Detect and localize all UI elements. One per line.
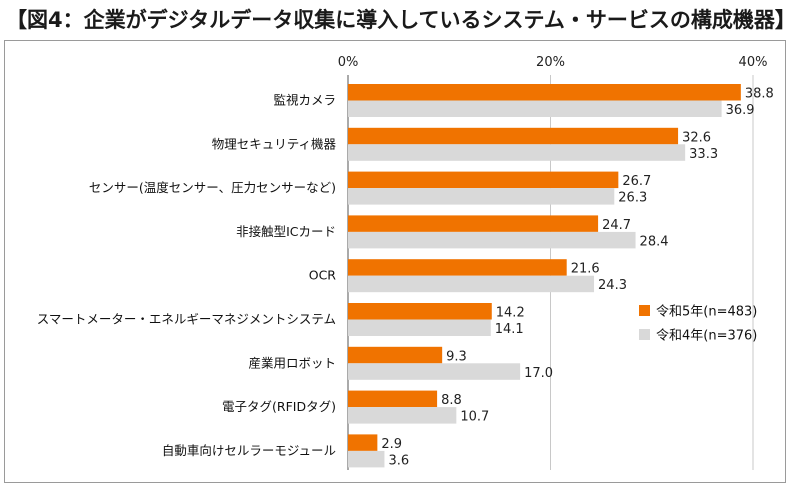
bar-r4 — [348, 407, 457, 424]
value-label: 14.2 — [496, 306, 525, 321]
bar-r5 — [348, 84, 741, 101]
value-label: 28.4 — [640, 234, 669, 249]
category-label: 非接触型ICカード — [236, 224, 336, 239]
bar-r4 — [348, 363, 521, 380]
value-label: 17.0 — [524, 366, 553, 381]
value-label: 3.6 — [388, 453, 409, 468]
bar-r4 — [348, 188, 615, 205]
bar-r5 — [348, 127, 679, 145]
value-label: 8.8 — [441, 393, 462, 408]
category-label: 電子タグ(RFIDタグ) — [222, 399, 336, 414]
bar-r5 — [348, 346, 443, 364]
value-label: 38.8 — [745, 87, 774, 102]
value-label: 26.7 — [622, 174, 651, 189]
value-label: 26.3 — [618, 191, 647, 206]
value-label: 33.3 — [689, 147, 718, 162]
bar-r5 — [348, 390, 438, 408]
legend-label: 令和5年(n=483) — [656, 305, 757, 320]
x-tick-label: 40% — [739, 55, 768, 70]
value-label: 21.6 — [571, 262, 600, 277]
category-label: 産業用ロボット — [248, 355, 336, 370]
legend-swatch — [639, 329, 650, 340]
value-label: 24.3 — [598, 278, 627, 293]
value-label: 36.9 — [726, 103, 755, 118]
bar-r4 — [348, 231, 636, 249]
category-label: 監視カメラ — [273, 93, 336, 108]
bar-r5 — [348, 171, 619, 189]
bar-r4 — [348, 319, 491, 336]
bar-r5 — [348, 215, 599, 232]
x-tick-label: 20% — [536, 55, 565, 70]
legend-swatch — [639, 305, 650, 316]
bar-r4 — [348, 144, 686, 161]
bar-r4 — [348, 450, 385, 468]
chart-frame — [4, 40, 786, 483]
bar-r5 — [348, 303, 492, 320]
bar-r4 — [348, 100, 722, 117]
value-label: 14.1 — [495, 322, 524, 337]
value-label: 32.6 — [682, 130, 711, 145]
bar-r5 — [348, 259, 567, 276]
value-label: 10.7 — [460, 410, 489, 425]
legend-label: 令和4年(n=376) — [656, 329, 757, 344]
value-label: 2.9 — [381, 437, 402, 452]
category-label: 自動車向けセルラーモジュール — [162, 443, 336, 458]
category-label: OCR — [309, 268, 337, 283]
category-label: スマートメーター・エネルギーマネジメントシステム — [37, 312, 336, 327]
chart-title: 【図4：企業がデジタルデータ収集に導入しているシステム・サービスの構成機器】 — [6, 8, 790, 32]
bar-r5 — [348, 434, 378, 451]
category-label: 物理セキュリティ機器 — [212, 136, 337, 151]
value-label: 9.3 — [446, 349, 467, 364]
category-label: センサー(温度センサー、圧力センサーなど) — [89, 180, 336, 195]
x-tick-label: 0% — [338, 55, 359, 70]
bar-r4 — [348, 275, 595, 293]
value-label: 24.7 — [602, 218, 631, 233]
